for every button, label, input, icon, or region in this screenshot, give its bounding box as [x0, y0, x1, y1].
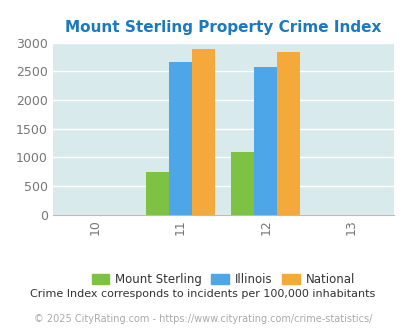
Title: Mount Sterling Property Crime Index: Mount Sterling Property Crime Index	[65, 20, 381, 35]
Bar	[231, 151, 254, 214]
Bar	[146, 172, 169, 214]
Text: Crime Index corresponds to incidents per 100,000 inhabitants: Crime Index corresponds to incidents per…	[30, 289, 375, 299]
Text: © 2025 CityRating.com - https://www.cityrating.com/crime-statistics/: © 2025 CityRating.com - https://www.city…	[34, 314, 371, 324]
Legend: Mount Sterling, Illinois, National: Mount Sterling, Illinois, National	[87, 268, 359, 291]
Bar	[169, 62, 192, 215]
Bar	[277, 52, 300, 214]
Bar	[192, 49, 215, 214]
Bar	[254, 67, 277, 214]
